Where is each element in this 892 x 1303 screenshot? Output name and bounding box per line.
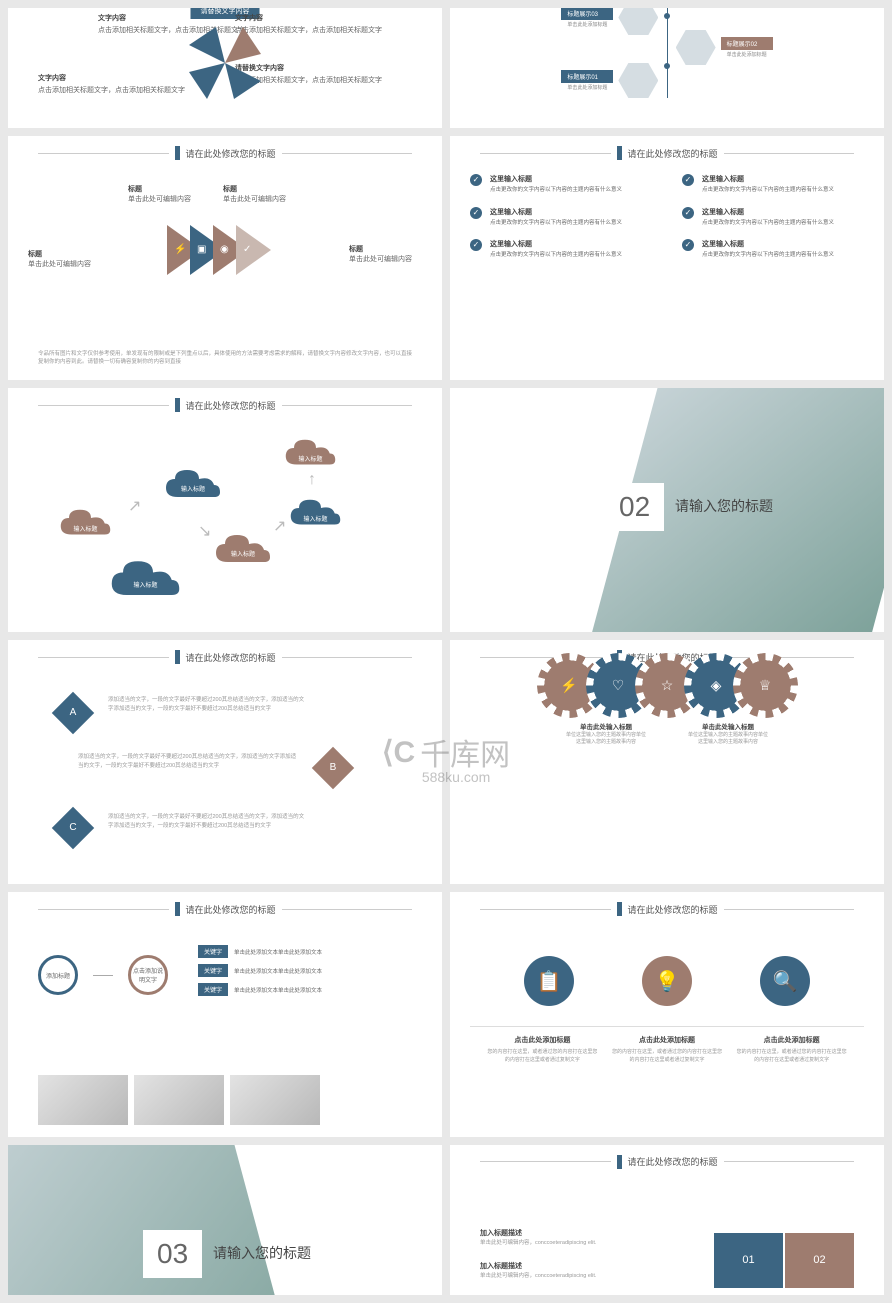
puzzle-piece: 02 bbox=[785, 1233, 854, 1288]
slide-3: 请在此处修改您的标题 标题单击此处可编辑内容 标题单击此处可编辑内容 标题单击此… bbox=[8, 136, 442, 380]
section-number: 02 bbox=[605, 483, 664, 531]
timeline-line bbox=[667, 8, 668, 98]
cloud-icon: 输入标题 bbox=[283, 436, 338, 471]
gear-icon: ♕ bbox=[738, 658, 793, 713]
arrow-icon: ↗ bbox=[128, 496, 141, 516]
slide-8: 请在此处修改您的标题 单击此处输入标题单位这里输入您的主题故事内容单位这里输入您… bbox=[450, 640, 884, 884]
cloud-icon: 输入标题 bbox=[58, 506, 113, 541]
keyword-circles: 添加标题 点击添加说明文字 bbox=[38, 955, 168, 995]
timeline-item: 标题展示02单击此处添加标题 bbox=[676, 30, 773, 65]
slide-2: 标题展示03单击此处添加标题 标题展示02单击此处添加标题 标题展示01单击此处… bbox=[450, 8, 884, 128]
footer-text: 令品所有图片和文字仅供参考使用，单发现有的限制或是下列重点以后，具体使用的方法需… bbox=[38, 350, 412, 367]
slide-4: 请在此处修改您的标题 ✓这里输入标题点击更改你的文字内容以下内容的主题内容有什么… bbox=[450, 136, 884, 380]
check-grid: ✓这里输入标题点击更改你的文字内容以下内容的主题内容有什么意义 ✓这里输入标题点… bbox=[450, 164, 884, 270]
icon-labels: 点击此处添加标题您的内容打在这里，或者通过您的内容打在这里您的内容打在这里或者通… bbox=[470, 1026, 864, 1064]
cloud-icon: 输入标题 bbox=[108, 556, 183, 604]
slide-9: 请在此处修改您的标题 添加标题 点击添加说明文字 关键字单击此处添加文本单击此处… bbox=[8, 892, 442, 1136]
timeline-item: 标题展示01单击此处添加标题 bbox=[561, 63, 658, 98]
cloud-icon: 输入标题 bbox=[288, 496, 343, 531]
check-icon: ✓ bbox=[682, 174, 694, 186]
icon-row: 📋 💡 🔍 bbox=[470, 956, 864, 1006]
slide-6: 02 请输入您的标题 bbox=[450, 388, 884, 632]
check-icon: ✓ bbox=[470, 207, 482, 219]
image-row bbox=[38, 1075, 320, 1125]
slide-11: 03 请输入您的标题 bbox=[8, 1145, 442, 1295]
slide-7: 请在此处修改您的标题 A B C 添加适当的文字，一段的文字最好不要超过200其… bbox=[8, 640, 442, 884]
check-icon: ✓ bbox=[470, 239, 482, 251]
slide-5: 请在此处修改您的标题 输入标题 输入标题 输入标题 输入标题 输入标题 输入标题… bbox=[8, 388, 442, 632]
puzzle-piece: 01 bbox=[714, 1233, 783, 1288]
cloud-icon: 输入标题 bbox=[163, 466, 223, 504]
diamond-a: A bbox=[52, 692, 94, 734]
arrow-icon: ↘ bbox=[198, 521, 211, 541]
slide-12: 请在此处修改您的标题 加入标题描述单击此处可编辑内容，conccoeteradi… bbox=[450, 1145, 884, 1295]
diamond-c: C bbox=[52, 807, 94, 849]
keyword-list: 关键字单击此处添加文本单击此处添加文本 关键字单击此处添加文本单击此处添加文本 … bbox=[198, 945, 322, 1002]
slide-1: 请替换文字内容 文字内容点击添加相关标题文字，点击添加相关标题文字 文字内容点击… bbox=[8, 8, 442, 128]
arrow-icon: ↗ bbox=[273, 516, 286, 536]
section-title: 请输入您的标题 bbox=[675, 496, 773, 516]
section-title: 请输入您的标题 bbox=[213, 1243, 311, 1263]
section-number: 03 bbox=[143, 1230, 202, 1278]
gear-labels-bottom: 单击此处输入标题单位这里输入您的主题故事内容单位这里输入您的主题故事内容 单击此… bbox=[470, 721, 864, 745]
puzzle: 01 02 bbox=[714, 1233, 854, 1288]
list: 加入标题描述单击此处可编辑内容，conccoeteradipiscing eli… bbox=[480, 1228, 596, 1294]
slide-10: 请在此处修改您的标题 📋 💡 🔍 点击此处添加标题您的内容打在这里，或者通过您的… bbox=[450, 892, 884, 1136]
cloud-icon: 输入标题 bbox=[213, 531, 273, 569]
arrow-icon: ↑ bbox=[308, 471, 316, 489]
timeline-item: 标题展示03单击此处添加标题 bbox=[561, 8, 658, 35]
check-icon: ✓ bbox=[682, 207, 694, 219]
clipboard-icon: 📋 bbox=[524, 956, 574, 1006]
check-icon: ✓ bbox=[470, 174, 482, 186]
slide-grid: 请替换文字内容 文字内容点击添加相关标题文字，点击添加相关标题文字 文字内容点击… bbox=[0, 0, 892, 1303]
diamond-b: B bbox=[312, 747, 354, 789]
search-icon: 🔍 bbox=[760, 956, 810, 1006]
pinwheel-icon bbox=[180, 18, 270, 108]
check-icon: ✓ bbox=[682, 239, 694, 251]
bulb-icon: 💡 bbox=[642, 956, 692, 1006]
gear-row: ⚡ ♡ ☆ ◈ ♕ bbox=[470, 658, 864, 713]
